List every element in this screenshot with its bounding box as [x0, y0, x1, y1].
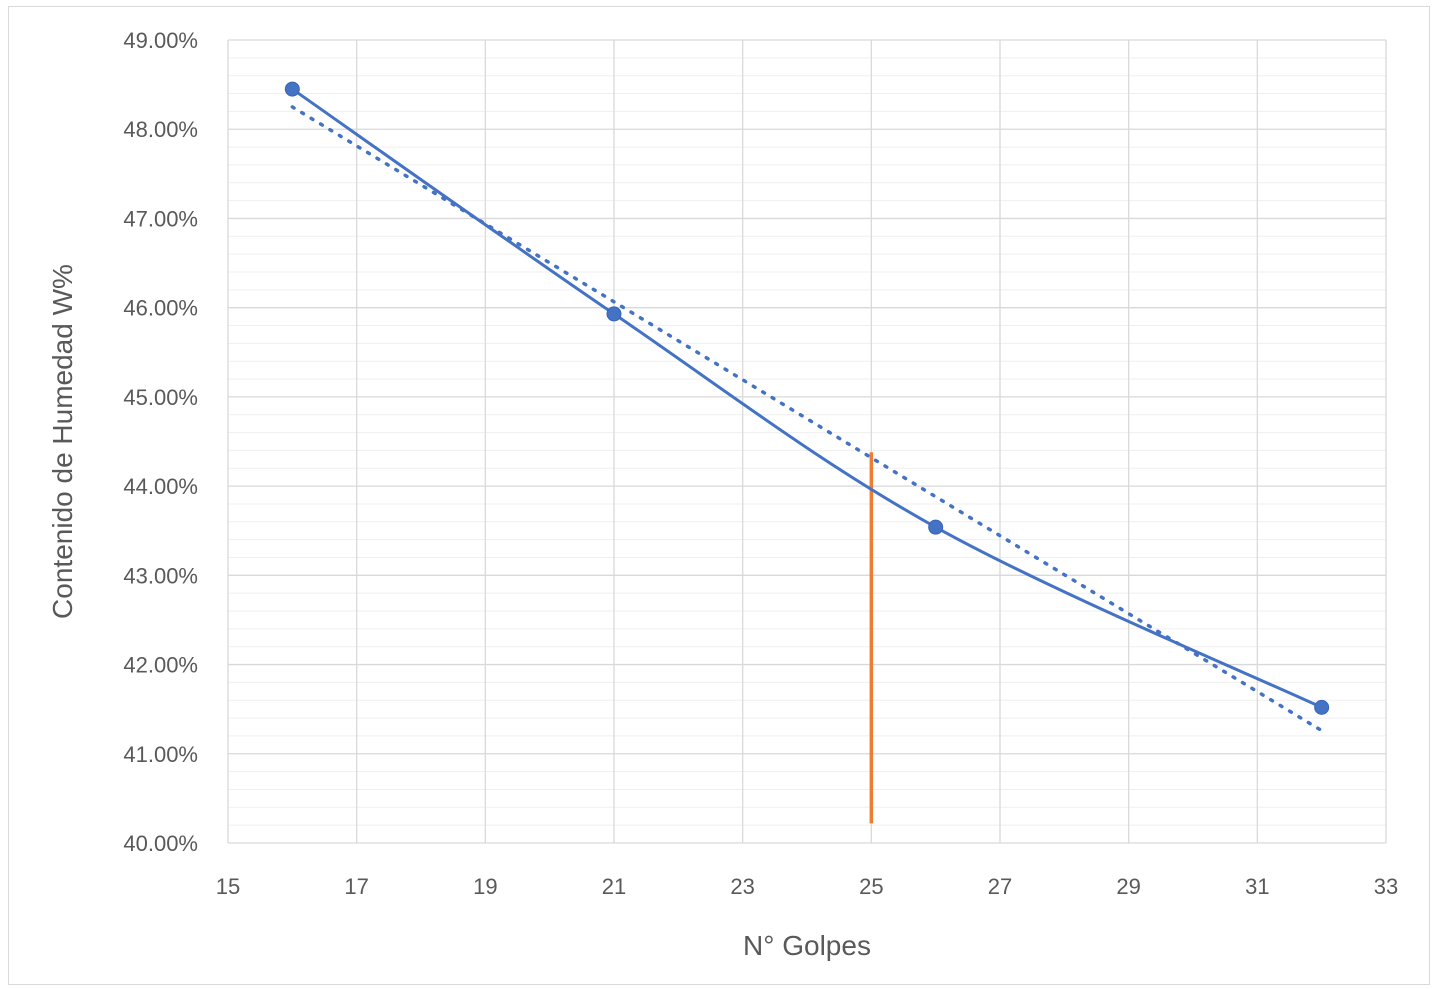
major-gridlines: [227, 39, 1387, 844]
data-point: [928, 519, 944, 535]
data-point: [606, 306, 622, 322]
x-tick-label: 33: [1374, 874, 1398, 899]
y-axis-tick-labels: 40.00% 41.00% 42.00% 43.00% 44.00% 45.00% 46.0…: [123, 28, 198, 856]
x-tick-label: 27: [988, 874, 1012, 899]
chart-area: [8, 6, 1430, 985]
x-tick-label: 23: [730, 874, 754, 899]
x-tick-label: 29: [1116, 874, 1140, 899]
series-layer: [284, 81, 1330, 824]
data-point: [284, 81, 300, 97]
x-axis-title: N° Golpes: [743, 930, 871, 961]
x-tick-label: 21: [602, 874, 626, 899]
y-tick-label: 44.00%: [123, 474, 198, 499]
y-tick-label: 48.00%: [123, 117, 198, 142]
y-tick-label: 47.00%: [123, 206, 198, 231]
y-axis-title: Contenido de Humedad W%: [47, 264, 78, 619]
y-tick-label: 40.00%: [123, 831, 198, 856]
y-tick-label: 45.00%: [123, 385, 198, 410]
x-tick-label: 25: [859, 874, 883, 899]
y-tick-label: 46.00%: [123, 296, 198, 321]
x-tick-label: 31: [1245, 874, 1269, 899]
y-tick-label: 49.00%: [123, 28, 198, 53]
x-axis-tick-labels: 15 17 19 21 23 25 27 29 31 33: [216, 874, 1398, 899]
minor-gridlines: [228, 57, 1386, 826]
y-tick-label: 43.00%: [123, 563, 198, 588]
y-tick-label: 42.00%: [123, 653, 198, 678]
x-tick-label: 17: [344, 874, 368, 899]
data-point: [1314, 699, 1330, 715]
series-line: [291, 87, 1323, 709]
y-tick-label: 41.00%: [123, 742, 198, 767]
x-tick-label: 19: [473, 874, 497, 899]
x-tick-label: 15: [216, 874, 240, 899]
